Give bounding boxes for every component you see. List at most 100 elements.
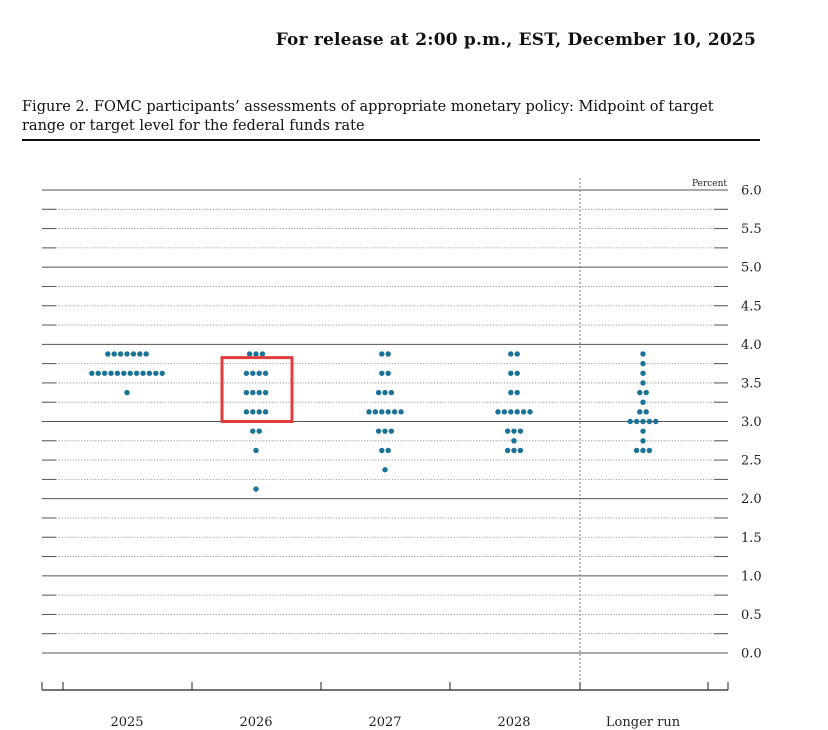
dot-point <box>243 409 250 415</box>
dot-point <box>243 370 250 376</box>
dot-point <box>511 438 517 444</box>
dot-point <box>514 351 520 357</box>
dot-point <box>159 370 165 376</box>
dot-point <box>379 409 385 415</box>
dot-point <box>508 389 514 396</box>
dot-point <box>114 370 121 376</box>
dot-point <box>256 428 262 434</box>
dot-point <box>127 370 133 376</box>
dot-point <box>262 389 269 396</box>
dot-point <box>520 409 527 415</box>
dot-point <box>146 370 153 376</box>
dot-point <box>256 389 262 396</box>
dot-point <box>627 418 633 425</box>
dot-point <box>250 409 256 415</box>
figure-title: Figure 2. FOMC participants’ assessments… <box>22 99 714 134</box>
dot-point <box>637 409 643 415</box>
y-tick-label: 2.0 <box>741 492 762 507</box>
dot-point <box>256 409 262 415</box>
highlight-layer <box>220 356 294 423</box>
dot-point <box>391 409 398 415</box>
dot-point <box>504 447 511 454</box>
dot-point <box>517 428 524 434</box>
dot-point <box>143 351 149 357</box>
dot-point <box>375 428 382 434</box>
dot-point <box>501 409 508 415</box>
dot-point <box>124 389 130 396</box>
dot-point <box>250 428 256 434</box>
dot-point <box>640 360 646 367</box>
dot-point <box>137 351 143 357</box>
dot-point <box>508 351 514 357</box>
dot-point <box>640 418 646 425</box>
y-tick-label: 2.5 <box>741 454 762 469</box>
dot-point <box>640 428 646 434</box>
dot-point <box>653 418 659 425</box>
dot-point <box>101 370 108 376</box>
y-tick-label: 5.5 <box>741 222 762 237</box>
dot-point <box>140 370 146 376</box>
dot-point <box>385 370 391 376</box>
dot-point <box>633 447 640 454</box>
dot-point <box>527 409 533 415</box>
dot-point <box>379 351 385 357</box>
dot-point <box>514 409 520 415</box>
dot-point <box>379 370 385 376</box>
dot-point <box>388 389 395 396</box>
title-rule <box>22 139 760 141</box>
dot-point <box>372 409 379 415</box>
dot-point <box>253 486 259 492</box>
dot-point <box>375 389 382 396</box>
highlight-box <box>220 356 294 423</box>
unit-label: Percent <box>692 179 727 189</box>
dot-point <box>643 409 649 415</box>
dot-point <box>640 447 646 454</box>
category-label: Longer run <box>606 715 681 730</box>
y-tick-label: 3.5 <box>741 376 762 391</box>
dot-point <box>385 409 391 415</box>
dot-point <box>111 351 117 357</box>
dot-point <box>246 351 253 357</box>
dot-point <box>646 447 653 454</box>
dot-point <box>250 389 256 396</box>
dot-point <box>382 428 388 434</box>
dot-point <box>121 370 127 376</box>
dot-point <box>256 370 262 376</box>
dot-point <box>640 380 646 386</box>
category-label: 2028 <box>497 715 530 730</box>
dot-point <box>133 370 140 376</box>
dot-point <box>640 399 646 405</box>
release-notice: For release at 2:00 p.m., EST, December … <box>275 30 756 50</box>
dot-point <box>385 351 391 357</box>
dot-point <box>382 389 388 396</box>
y-tick-label: 5.0 <box>741 261 762 276</box>
dot-point <box>504 428 511 434</box>
dot-point <box>130 351 137 357</box>
dot-point <box>153 370 159 376</box>
dot-point <box>124 351 130 357</box>
dot-point <box>646 418 653 425</box>
dot-point <box>95 370 101 376</box>
dot-point <box>514 370 520 376</box>
y-tick-label: 1.0 <box>741 569 762 584</box>
category-label: 2026 <box>239 715 272 730</box>
dot-point <box>243 389 250 396</box>
y-tick-label: 1.5 <box>741 531 762 546</box>
dot-point <box>105 351 111 357</box>
dot-point <box>511 447 517 454</box>
dot-point <box>514 389 520 396</box>
dot-point <box>366 409 372 415</box>
dot-point <box>250 370 256 376</box>
dot-point <box>253 351 259 357</box>
dot-point <box>262 409 269 415</box>
y-tick-label: 0.0 <box>741 647 762 662</box>
dot-point <box>640 351 646 357</box>
grid-layer <box>42 178 728 690</box>
dot-point <box>253 447 259 454</box>
axis-layer: 0.0 0.5 1.0 1.5 2.0 2.5 3.0 3.5 4.0 4.5 5.0 5.5 6.0 2… <box>41 184 762 730</box>
dot-point <box>637 389 643 396</box>
dot-point <box>398 409 404 415</box>
dot-point <box>511 428 517 434</box>
dot-point <box>517 447 524 454</box>
dot-point <box>643 389 649 396</box>
